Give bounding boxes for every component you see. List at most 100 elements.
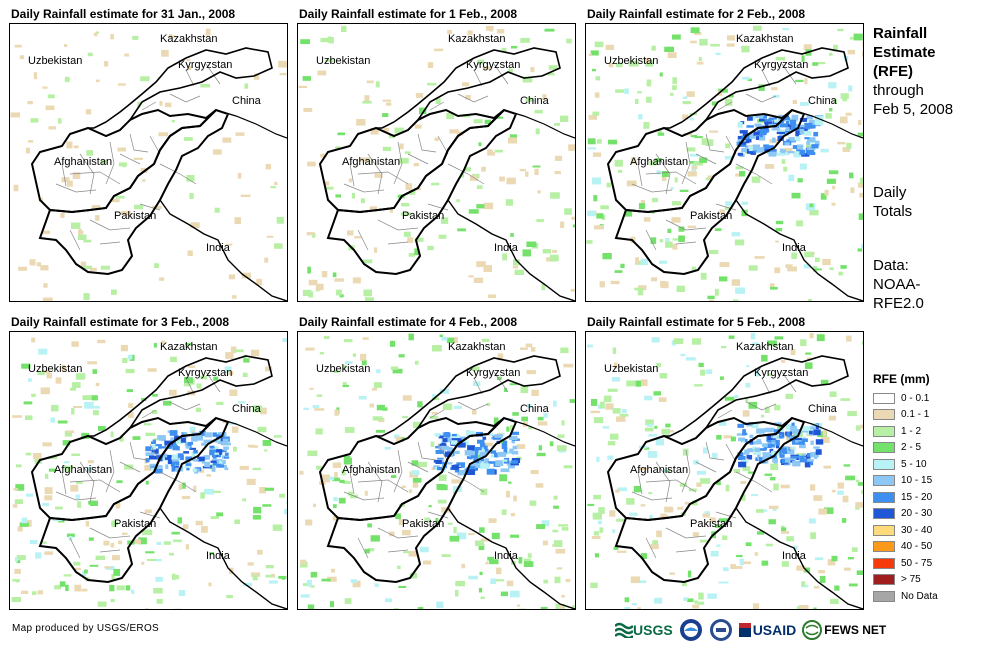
province-boundary: [645, 479, 697, 493]
legend-swatch: [873, 409, 895, 421]
map-panel: Daily Rainfall estimate for 31 Jan., 200…: [9, 7, 288, 310]
central-asia-border: [88, 47, 273, 129]
legend-swatch: [873, 442, 895, 454]
province-boundary: [69, 479, 121, 493]
province-boundary: [473, 377, 483, 395]
province-boundary: [129, 133, 149, 153]
country-label-afghanistan: Afghanistan: [630, 156, 688, 168]
province-boundary: [695, 153, 717, 165]
rainfall-map: Kazakhstan Uzbekistan Kyrgyzstan China Afgha…: [297, 23, 576, 302]
province-boundary: [129, 441, 149, 461]
province-boundary: [55, 491, 97, 501]
province-boundary: [427, 203, 449, 211]
map-svg: Kazakhstan Uzbekistan Kyrgyzstan China Afgha…: [11, 337, 287, 609]
legend-swatch: [873, 491, 895, 503]
country-label-uzbekistan: Uzbekistan: [316, 55, 370, 67]
legend-item: 5 - 10: [873, 456, 973, 473]
central-asia-border: [376, 47, 561, 129]
province-boundary: [205, 63, 221, 85]
province-boundary: [393, 141, 403, 185]
legend-item: 40 - 50: [873, 539, 973, 556]
country-label-china: China: [232, 403, 262, 415]
map-svg: Kazakhstan Uzbekistan Kyrgyzstan China Afgha…: [299, 333, 575, 609]
legend-label: 0 - 0.1: [901, 392, 930, 404]
province-boundary: [735, 163, 773, 185]
province-boundary: [69, 537, 81, 559]
province-boundary: [725, 135, 737, 155]
map-credit: Map produced by USGS/EROS: [12, 623, 160, 634]
country-label-india: India: [782, 550, 807, 562]
province-boundary: [631, 183, 673, 193]
legend-swatch: [873, 458, 895, 470]
province-boundary: [631, 491, 673, 501]
province-boundary: [761, 377, 771, 395]
province-boundary: [645, 171, 697, 185]
province-boundary: [343, 183, 385, 193]
country-label-kyrgyzstan: Kyrgyzstan: [178, 367, 232, 379]
province-boundary: [675, 241, 697, 245]
province-boundary: [717, 101, 733, 111]
country-label-india: India: [782, 242, 807, 254]
province-boundary: [99, 549, 121, 553]
rainfall-map: Kazakhstan Uzbekistan Kyrgyzstan China Afgha…: [9, 331, 288, 610]
legend-item: 1 - 2: [873, 423, 973, 440]
legend-label: 20 - 30: [901, 508, 933, 520]
province-boundary: [645, 229, 657, 251]
province-boundary: [55, 183, 97, 193]
legend-swatch: [873, 508, 895, 520]
legend-label: 2 - 5: [901, 442, 922, 454]
province-boundary: [725, 443, 737, 463]
china-border: [215, 109, 287, 139]
usgs-logo-text: USGS: [633, 622, 673, 638]
legend-swatch: [873, 557, 895, 569]
pakistan-border: [326, 108, 518, 276]
province-boundary: [715, 203, 737, 211]
country-label-kyrgyzstan: Kyrgyzstan: [754, 367, 808, 379]
pakistan-border: [614, 416, 806, 584]
province-boundary: [655, 461, 671, 503]
map-panel: Daily Rainfall estimate for 2 Feb., 2008…: [585, 7, 864, 310]
legend-label: 30 - 40: [901, 524, 933, 536]
country-label-china: China: [808, 95, 838, 107]
india-border: [447, 199, 575, 301]
country-label-uzbekistan: Uzbekistan: [604, 363, 658, 375]
map-svg: Kazakhstan Uzbekistan Kyrgyzstan China Afgha…: [298, 25, 575, 301]
map-panel: Daily Rainfall estimate for 5 Feb., 2008…: [585, 315, 864, 618]
province-boundary: [407, 461, 429, 473]
province-boundary: [429, 101, 445, 111]
province-boundary: [119, 461, 141, 473]
country-label-uzbekistan: Uzbekistan: [28, 55, 82, 67]
legend-swatch: [873, 574, 895, 586]
rainfall-map: Kazakhstan Uzbekistan Kyrgyzstan China Afgha…: [9, 23, 288, 302]
legend-label: 10 - 15: [901, 475, 933, 487]
province-boundary: [105, 141, 115, 185]
pakistan-border: [326, 416, 518, 584]
province-boundary: [457, 401, 489, 411]
province-boundary: [781, 63, 797, 85]
country-label-china: China: [520, 95, 550, 107]
province-boundary: [675, 549, 697, 553]
province-boundary: [437, 443, 449, 463]
province-boundary: [367, 461, 383, 503]
legend-item: 15 - 20: [873, 489, 973, 506]
rfe-legend: RFE (mm) 0 - 0.1 0.1 - 1 1 - 2 2 - 5 5 - 10 1…: [873, 372, 973, 605]
country-label-kazakhstan: Kazakhstan: [160, 33, 217, 45]
rfe-title-line2: Estimate: [873, 44, 936, 61]
province-boundary: [357, 537, 369, 559]
country-label-kyrgyzstan: Kyrgyzstan: [178, 59, 232, 71]
province-boundary: [185, 377, 195, 395]
country-label-pakistan: Pakistan: [402, 518, 444, 530]
country-label-kazakhstan: Kazakhstan: [448, 341, 505, 353]
province-boundary: [407, 153, 429, 165]
fewsnet-logo: FEWS NET: [802, 620, 886, 640]
india-border: [159, 507, 287, 609]
province-boundary: [89, 527, 131, 539]
province-boundary: [705, 441, 725, 461]
map-panel: Daily Rainfall estimate for 1 Feb., 2008…: [297, 7, 576, 310]
rfe-through-label: through: [873, 82, 924, 99]
map-svg: Kazakhstan Uzbekistan Kyrgyzstan China Afgha…: [586, 25, 863, 301]
province-boundary: [159, 163, 197, 185]
legend-label: 0.1 - 1: [901, 409, 930, 421]
province-boundary: [141, 101, 157, 111]
map-svg: Kazakhstan Uzbekistan Kyrgyzstan China Afgha…: [587, 332, 863, 609]
